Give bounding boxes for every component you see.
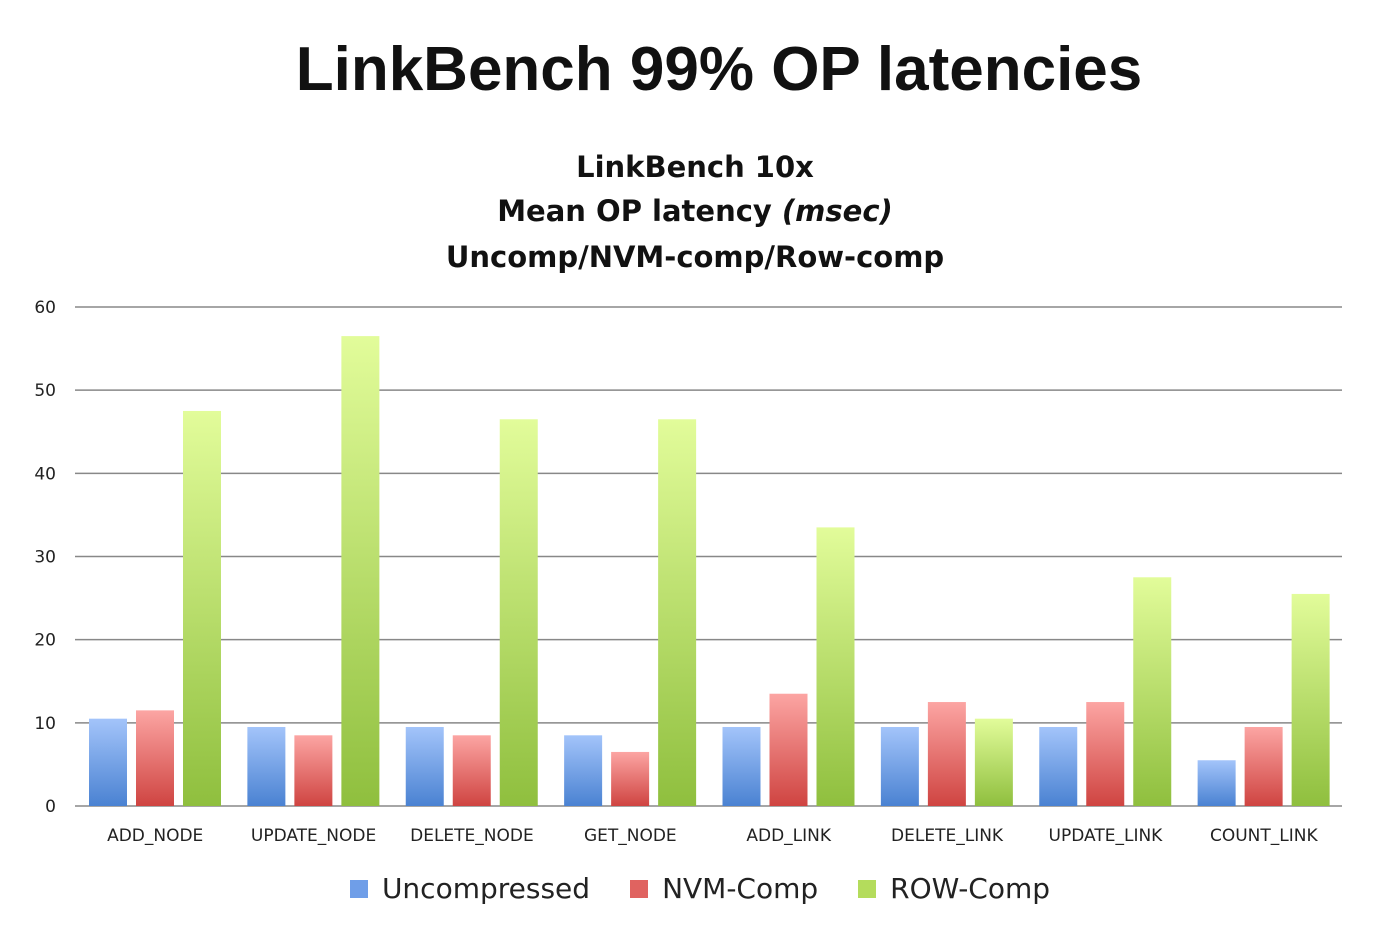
x-tick-label: DELETE_NODE [410,826,534,846]
y-tick-label: 60 [34,298,56,318]
bar-uncompressed-delete_link [880,726,919,806]
bar-row-comp-add_node [183,410,221,806]
bar-row-comp-update_link [1133,577,1172,806]
bar-uncompressed-get_node [564,735,603,806]
bar-row-comp-delete_link [974,718,1013,806]
chart-title: LinkBench 99% OP latencies [295,35,1143,104]
subtitle-text: Mean OP latency [497,194,782,228]
bar-uncompressed-add_node [89,718,127,806]
legend-item: Uncompressed [349,872,591,905]
legend-swatch [858,879,877,898]
legend-label: Uncompressed [381,872,591,905]
bar-row-comp-delete_node [499,419,538,806]
y-tick-label: 30 [34,548,56,568]
y-tick-label: 50 [34,381,56,401]
bar-nvm-comp-update_link [1086,702,1125,806]
chart-subtitle-line-1: LinkBench 10x [576,150,814,184]
bar-row-comp-add_link [816,527,855,806]
bar-row-comp-update_node [341,336,380,806]
bar-nvm-comp-add_node [136,710,174,806]
x-tick-label: COUNT_LINK [1210,826,1318,846]
bar-nvm-comp-get_node [611,751,650,806]
y-tick-label: 20 [34,631,56,651]
bar-uncompressed-add_link [722,726,761,806]
chart-subtitle-line-3: Uncomp/NVM-comp/Row-comp [445,240,945,274]
legend-swatch [630,879,649,898]
x-tick-label: UPDATE_NODE [251,826,376,846]
bar-nvm-comp-add_link [769,693,808,806]
bar-nvm-comp-delete_node [452,735,491,806]
legend-item: NVM-Comp [630,872,818,905]
legend-item: ROW-Comp [858,872,1050,905]
bar-nvm-comp-update_node [294,735,333,806]
x-tick-label: ADD_LINK [746,826,832,846]
legend: Uncompressed NVM-Comp ROW-Comp [0,872,1388,905]
y-tick-label: 40 [34,464,56,484]
y-tick-label: 0 [45,797,56,817]
bar-nvm-comp-delete_link [927,702,966,806]
bar-uncompressed-count_link [1197,760,1236,806]
legend-label: ROW-Comp [890,872,1051,905]
x-tick-label: DELETE_LINK [891,826,1004,846]
bar-row-comp-count_link [1291,593,1330,806]
x-tick-label: UPDATE_LINK [1049,826,1164,846]
legend-swatch [349,879,368,898]
subtitle-unit: (msec) [781,194,893,228]
x-tick-label: GET_NODE [584,826,677,846]
bar-uncompressed-delete_node [405,726,444,806]
chart-subtitle-line-2: Mean OP latency (msec) [0,194,1388,228]
y-tick-label: 10 [34,714,56,734]
legend-label: NVM-Comp [662,872,819,905]
bar-uncompressed-update_link [1039,726,1078,806]
bar-row-comp-get_node [658,419,697,806]
bar-uncompressed-update_node [247,726,286,806]
bar-nvm-comp-count_link [1244,726,1283,806]
x-tick-label: ADD_NODE [107,826,203,846]
